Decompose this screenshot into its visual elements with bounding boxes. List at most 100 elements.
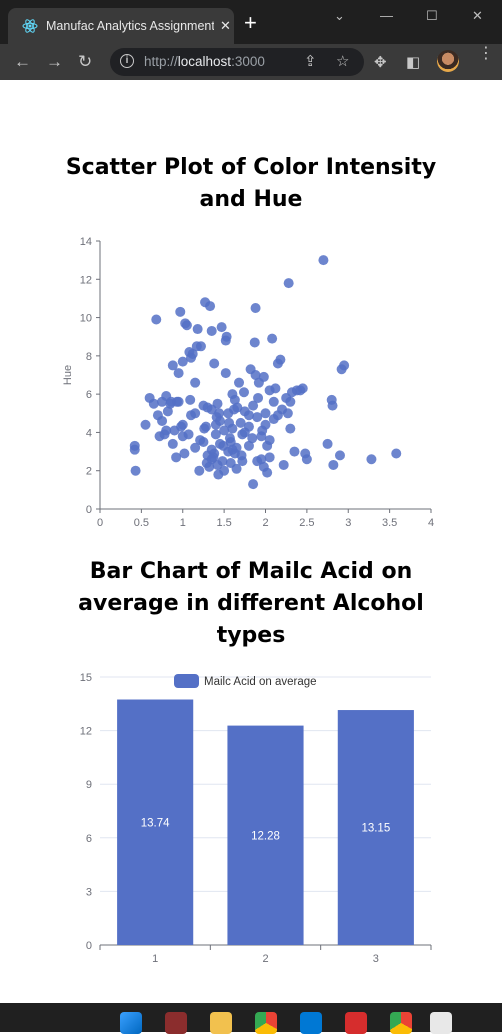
y-tick-label: 8 xyxy=(86,351,92,363)
scatter-point xyxy=(253,392,264,403)
x-tick-label: 3.5 xyxy=(382,517,397,529)
tab-title: Manufac Analytics Assignment xyxy=(46,19,214,33)
y-tick-label: 12 xyxy=(80,274,92,286)
scatter-point xyxy=(249,337,260,348)
scatter-point xyxy=(224,433,235,444)
x-tick-label: 1 xyxy=(180,517,186,529)
back-icon[interactable]: ← xyxy=(14,52,31,71)
scatter-point xyxy=(272,358,283,369)
scatter-point xyxy=(208,452,219,463)
file-explorer-icon[interactable] xyxy=(210,1012,232,1034)
y-axis-label: Hue xyxy=(62,365,74,385)
scatter-point xyxy=(250,303,261,313)
y-tick-label: 6 xyxy=(86,833,92,845)
y-tick-label: 10 xyxy=(80,313,92,325)
vscode-icon[interactable] xyxy=(300,1012,322,1034)
x-tick-label: 2.5 xyxy=(299,517,314,529)
y-tick-label: 15 xyxy=(80,672,92,684)
scatter-point xyxy=(236,450,247,461)
scatter-point xyxy=(339,360,350,371)
site-info-icon[interactable]: i xyxy=(120,54,134,68)
scatter-point xyxy=(270,383,281,394)
scatter-point xyxy=(205,301,216,312)
reload-icon[interactable]: ↻ xyxy=(78,52,93,71)
y-tick-label: 6 xyxy=(86,389,92,401)
chrome-icon[interactable] xyxy=(390,1012,412,1034)
scatter-point xyxy=(140,419,151,430)
app-icon[interactable] xyxy=(430,1012,452,1034)
browser-titlebar: Manufac Analytics Assignment ✕ + ⌄ — ☐ ✕ xyxy=(0,0,502,44)
scatter-point xyxy=(260,408,271,419)
windows-start-icon[interactable] xyxy=(120,1012,142,1034)
browser-tab[interactable]: Manufac Analytics Assignment ✕ xyxy=(8,8,234,44)
scatter-point xyxy=(278,459,289,470)
scatter-point xyxy=(166,396,177,407)
scatter-point xyxy=(258,461,269,472)
tab-close-icon[interactable]: ✕ xyxy=(220,18,231,33)
y-tick-label: 0 xyxy=(86,504,92,516)
scatter-point xyxy=(210,429,221,440)
profile-avatar[interactable] xyxy=(437,50,459,72)
scatter-point xyxy=(232,402,243,413)
scatter-point xyxy=(161,425,172,436)
close-window-icon[interactable]: ✕ xyxy=(472,8,483,23)
scatter-point xyxy=(129,444,140,455)
scatter-point xyxy=(285,423,296,434)
scatter-point xyxy=(167,438,178,449)
app-icon[interactable] xyxy=(165,1012,187,1034)
windows-taskbar xyxy=(0,1010,502,1034)
scatter-point xyxy=(220,368,231,379)
x-tick-label: 1.5 xyxy=(216,517,231,529)
scatter-point xyxy=(267,333,278,344)
new-tab-button[interactable]: + xyxy=(244,10,257,35)
bar-chart: 0 3 6 9 12 15 13.74 1 12.28 2 13.15 3 Mailc Acid on … xyxy=(80,672,432,965)
scatter-point xyxy=(192,324,203,335)
scatter-point xyxy=(231,463,242,474)
scatter-point xyxy=(256,454,267,465)
x-tick-label: 0.5 xyxy=(134,517,149,529)
scatter-point xyxy=(187,348,198,359)
x-tick-label: 3 xyxy=(373,953,379,965)
maximize-icon[interactable]: ☐ xyxy=(426,8,438,23)
scatter-point xyxy=(190,408,201,419)
scatter-point xyxy=(217,456,228,467)
app-icon[interactable] xyxy=(345,1012,367,1034)
scatter-point xyxy=(175,306,186,317)
side-panel-icon[interactable]: ◧ xyxy=(406,54,421,71)
bookmark-star-icon[interactable]: ☆ xyxy=(336,53,350,70)
chrome-icon[interactable] xyxy=(255,1012,277,1034)
scatter-point xyxy=(212,398,223,409)
bar-chart-title: Bar Chart of Mailc Acid on average in di… xyxy=(78,559,424,648)
scatter-point xyxy=(247,433,258,444)
forward-icon[interactable]: → xyxy=(46,52,63,71)
share-icon[interactable]: ⇪ xyxy=(304,53,317,70)
scatter-point xyxy=(282,408,293,419)
extensions-icon[interactable]: ✥ xyxy=(374,54,387,71)
scatter-point xyxy=(229,394,240,405)
tab-search-icon[interactable]: ⌄ xyxy=(334,8,345,23)
minimize-icon[interactable]: — xyxy=(380,8,393,23)
browser-toolbar: ← → ↻ i http://localhost:3000 ⇪ ☆ ✥ ◧ ⋮ xyxy=(0,44,502,80)
scatter-point xyxy=(173,368,184,379)
scatter-point xyxy=(191,341,202,352)
x-tick-label: 1 xyxy=(152,953,158,965)
scatter-point xyxy=(190,377,201,388)
menu-kebab-icon[interactable]: ⋮ xyxy=(478,45,494,62)
scatter-point xyxy=(258,371,269,382)
scatter-point xyxy=(327,400,338,411)
scatter-point xyxy=(167,360,178,371)
scatter-point xyxy=(183,429,194,440)
scatter-point xyxy=(248,400,259,411)
address-bar[interactable]: i http://localhost:3000 ⇪ ☆ xyxy=(110,48,364,76)
y-tick-label: 9 xyxy=(86,779,92,791)
url-text: http://localhost:3000 xyxy=(144,54,265,69)
scatter-point xyxy=(234,377,245,388)
scatter-point xyxy=(211,412,222,423)
scatter-point xyxy=(297,383,308,394)
scatter-point xyxy=(157,415,168,426)
scatter-point xyxy=(257,425,268,436)
scatter-point xyxy=(235,417,246,428)
scatter-point xyxy=(206,325,217,336)
scatter-point xyxy=(334,450,345,461)
scatter-point xyxy=(328,459,339,470)
